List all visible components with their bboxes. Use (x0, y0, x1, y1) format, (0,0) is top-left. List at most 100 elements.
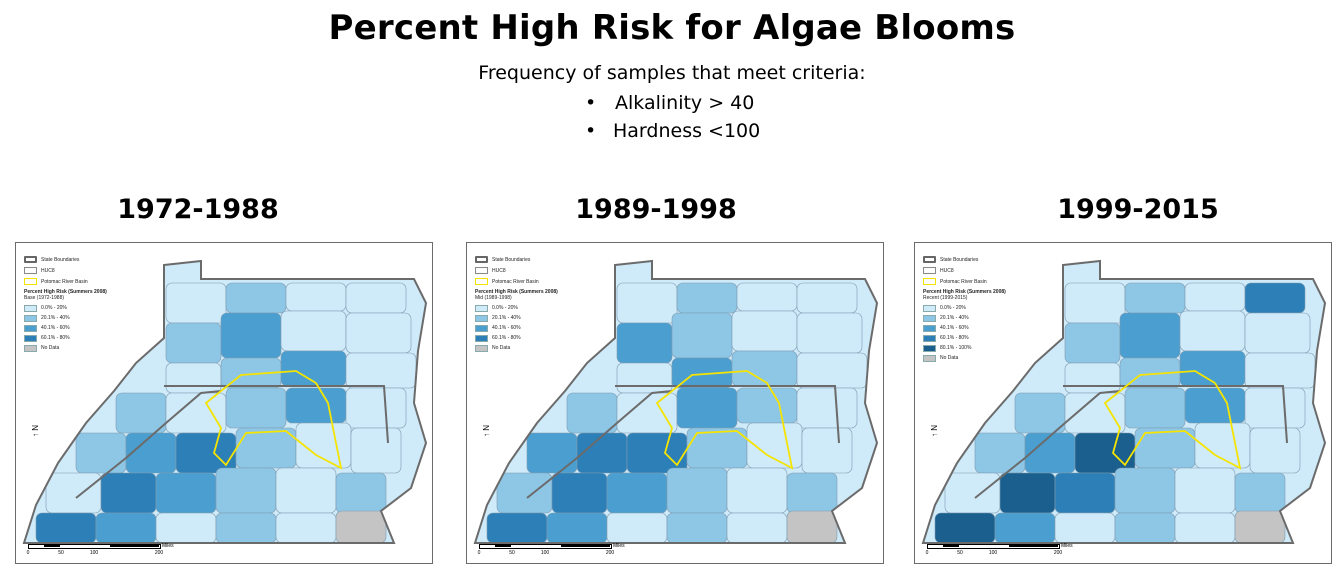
map-title-1989-1998: 1989-1998 (575, 194, 737, 225)
watershed-unit (350, 427, 402, 474)
criteria-item-hardness: Hardness <100 (585, 117, 760, 145)
scale-unit: Miles (1061, 543, 1073, 549)
watershed-unit (1244, 312, 1311, 354)
watershed-unit (165, 322, 222, 364)
watershed-unit (1014, 392, 1066, 434)
watershed-unit (616, 392, 678, 434)
criteria-heading: Frequency of samples that meet criteria: (478, 62, 866, 84)
watershed-unit (1114, 512, 1176, 543)
watershed-unit (999, 472, 1056, 514)
watershed-unit (1249, 427, 1301, 474)
north-arrow-icon: ↑ N (930, 425, 939, 437)
watershed-unit (486, 512, 548, 543)
scale-bar: 0 50 100 200 Miles (926, 543, 1073, 558)
north-arrow-icon: ↑ N (31, 425, 40, 437)
watershed-unit (1124, 282, 1186, 314)
watershed-unit (1074, 432, 1136, 474)
scale-unit: Miles (162, 543, 174, 549)
watershed-unit (616, 322, 673, 364)
state-boundary (22, 259, 428, 544)
watershed-unit (736, 282, 798, 312)
state-boundary (974, 390, 1121, 499)
legend-no-data: No Data (923, 353, 1006, 363)
state-boundary (615, 385, 840, 444)
watershed-unit (1179, 310, 1246, 352)
legend-state-boundaries: State Boundaries (475, 254, 558, 265)
watershed-unit (676, 387, 738, 429)
watershed-unit (526, 432, 578, 474)
watershed-unit (1064, 322, 1121, 364)
legend-state-boundaries: State Boundaries (24, 254, 107, 265)
watershed-unit (551, 472, 608, 514)
watershed-unit (994, 512, 1056, 543)
slide-title: Percent High Risk for Algae Blooms (328, 8, 1016, 48)
watershed-unit (275, 467, 337, 514)
scale-tick-label: 50 (957, 550, 963, 556)
scale-tick-label: 100 (988, 550, 998, 556)
watershed-unit (1174, 512, 1236, 543)
watershed-unit (1244, 352, 1316, 389)
watershed-unit (576, 432, 628, 474)
watershed-unit (726, 512, 788, 543)
potomac-basin-outline (204, 370, 343, 470)
watershed-unit (546, 512, 608, 543)
legend-class: 0.0% - 20% (923, 303, 1006, 313)
watershed-unit (275, 512, 337, 543)
watershed-unit (1114, 467, 1176, 514)
risk-map-1989-1998: State Boundaries HUC8 Potomac River Basin P… (466, 242, 884, 564)
watershed-unit (1064, 362, 1121, 394)
watershed-unit (1054, 472, 1116, 514)
scale-tick-label: 100 (540, 550, 550, 556)
scale-tick-label: 50 (509, 550, 515, 556)
scale-unit: Miles (613, 543, 625, 549)
legend-hucs: HUC8 (24, 265, 107, 276)
watershed-unit (1024, 432, 1076, 474)
potomac-basin-outline (1103, 370, 1242, 470)
watershed-unit (345, 352, 417, 389)
watershed-unit (280, 310, 347, 352)
map-legend: State Boundaries HUC8 Potomac River Basin P… (923, 254, 1006, 363)
state-boundary (164, 385, 389, 444)
watershed-unit (165, 282, 227, 324)
scale-tick-label: 0 (477, 550, 481, 556)
legend-class: 40.1% - 60% (923, 323, 1006, 333)
watershed-unit (1174, 467, 1236, 514)
watershed-unit (1054, 512, 1116, 543)
watershed-unit (796, 282, 858, 314)
risk-map-1972-1988: State Boundaries HUC8 Potomac River Basin P… (15, 242, 433, 564)
scale-tick-label: 200 (605, 550, 615, 556)
scale-tick-label: 100 (89, 550, 99, 556)
watershed-unit (796, 312, 863, 354)
legend-class: 20.1% - 40% (923, 313, 1006, 323)
watershed-unit (345, 387, 407, 429)
watershed-unit (125, 432, 177, 474)
scale-tick-label: 200 (1053, 550, 1063, 556)
watershed-unit (215, 512, 277, 543)
watershed-unit (345, 312, 412, 354)
state-boundary (1063, 385, 1288, 444)
watershed-unit (801, 427, 853, 474)
state-boundary (921, 259, 1327, 544)
watershed-unit (1064, 282, 1126, 324)
watershed-unit (944, 472, 1001, 514)
potomac-basin-outline (655, 370, 794, 470)
watershed-unit (1244, 282, 1306, 314)
watershed-unit (1244, 387, 1306, 429)
watershed-unit (671, 312, 733, 359)
watershed-unit (1234, 510, 1286, 543)
basemap (473, 259, 879, 544)
scale-tick-label: 50 (58, 550, 64, 556)
legend-potomac-basin: Potomac River Basin (923, 276, 1006, 287)
watershed-unit (220, 312, 282, 359)
watershed-unit (606, 472, 668, 514)
watershed-unit (626, 432, 688, 474)
watershed-unit (285, 282, 347, 312)
watershed-unit (974, 432, 1026, 474)
watershed-unit (100, 472, 157, 514)
watershed-unit (786, 510, 838, 543)
legend-class: 0.0% - 20% (475, 303, 558, 313)
legend-state-boundaries: State Boundaries (923, 254, 1006, 265)
legend-heading: Percent High Risk (Summers 2008) (24, 289, 107, 295)
state-boundary (75, 390, 222, 499)
legend-class: 40.1% - 60% (24, 323, 107, 333)
